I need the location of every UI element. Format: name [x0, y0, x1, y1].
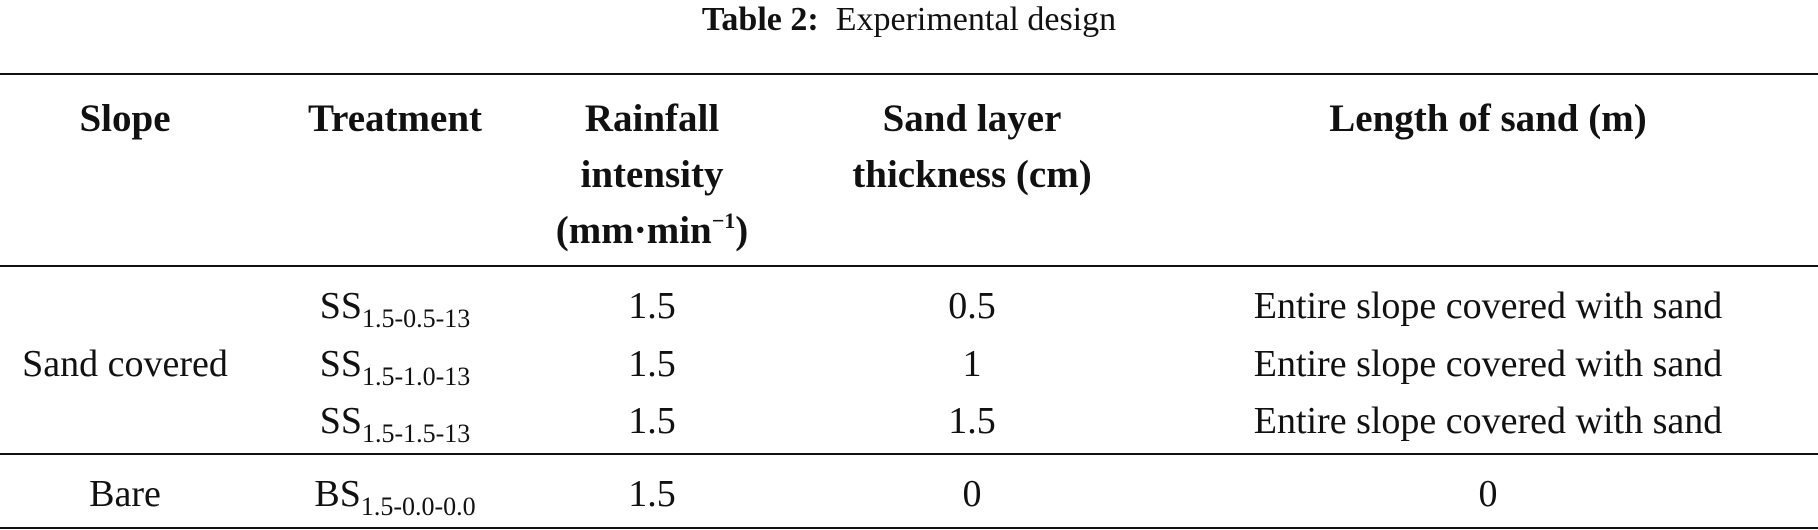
table-row-thickness: 1.5	[948, 400, 996, 442]
table-row-length: 0	[1478, 473, 1498, 515]
header-rainfall-line3: (mm·min−1)	[520, 202, 784, 260]
table-row-treatment: SS1.5-1.5-13	[270, 393, 520, 449]
header-rainfall-line2: intensity	[580, 153, 724, 196]
treatment-subscript: 1.5-1.5-13	[361, 419, 471, 448]
table-row-treatment: BS1.5-0.0-0.0	[270, 466, 520, 522]
treatment-base: SS	[319, 400, 362, 442]
header-rainfall-unit-exponent: −1	[711, 208, 736, 233]
table-group-rule	[0, 453, 1818, 455]
table-caption: Table 2: Experimental design	[0, 0, 1818, 40]
treatment-base: SS	[319, 285, 362, 327]
header-sand-line2: thickness (cm)	[852, 153, 1092, 196]
header-rainfall-unit: (mm·min	[555, 209, 712, 252]
table-top-rule	[0, 73, 1818, 75]
table-header-rule	[0, 265, 1818, 267]
treatment-base: BS	[314, 473, 361, 515]
table-caption-title: Experimental design	[835, 1, 1117, 38]
table-row-thickness: 0	[962, 473, 982, 515]
header-treatment: Treatment	[308, 97, 482, 140]
treatment-base: SS	[319, 343, 362, 385]
treatment-subscript: 1.5-1.0-13	[361, 362, 471, 391]
group-slope-bare: Bare	[89, 473, 161, 515]
table-row-rainfall: 1.5	[628, 400, 676, 442]
header-length: Length of sand (m)	[1329, 97, 1647, 140]
table-row-thickness: 0.5	[948, 285, 996, 327]
header-slope: Slope	[79, 97, 171, 140]
treatment-subscript: 1.5-0.5-13	[361, 304, 471, 333]
table-row-length: Entire slope covered with sand	[1253, 400, 1723, 442]
table-row-rainfall: 1.5	[628, 473, 676, 515]
table-caption-label: Table 2:	[701, 1, 819, 38]
table-row-length: Entire slope covered with sand	[1253, 285, 1723, 327]
table-row-rainfall: 1.5	[628, 343, 676, 385]
table-bottom-rule	[0, 527, 1818, 529]
group-slope-sand-covered: Sand covered	[22, 343, 228, 385]
header-sand-line1: Sand layer	[882, 97, 1062, 140]
table-row-thickness: 1	[962, 343, 982, 385]
table-row-treatment: SS1.5-1.0-13	[270, 336, 520, 392]
header-rainfall-line1: Rainfall	[584, 97, 720, 140]
table-row-rainfall: 1.5	[628, 285, 676, 327]
header-rainfall-unit-close: )	[735, 209, 749, 252]
table-row-treatment: SS1.5-0.5-13	[270, 278, 520, 334]
treatment-subscript: 1.5-0.0-0.0	[360, 492, 476, 521]
table-row-length: Entire slope covered with sand	[1253, 343, 1723, 385]
